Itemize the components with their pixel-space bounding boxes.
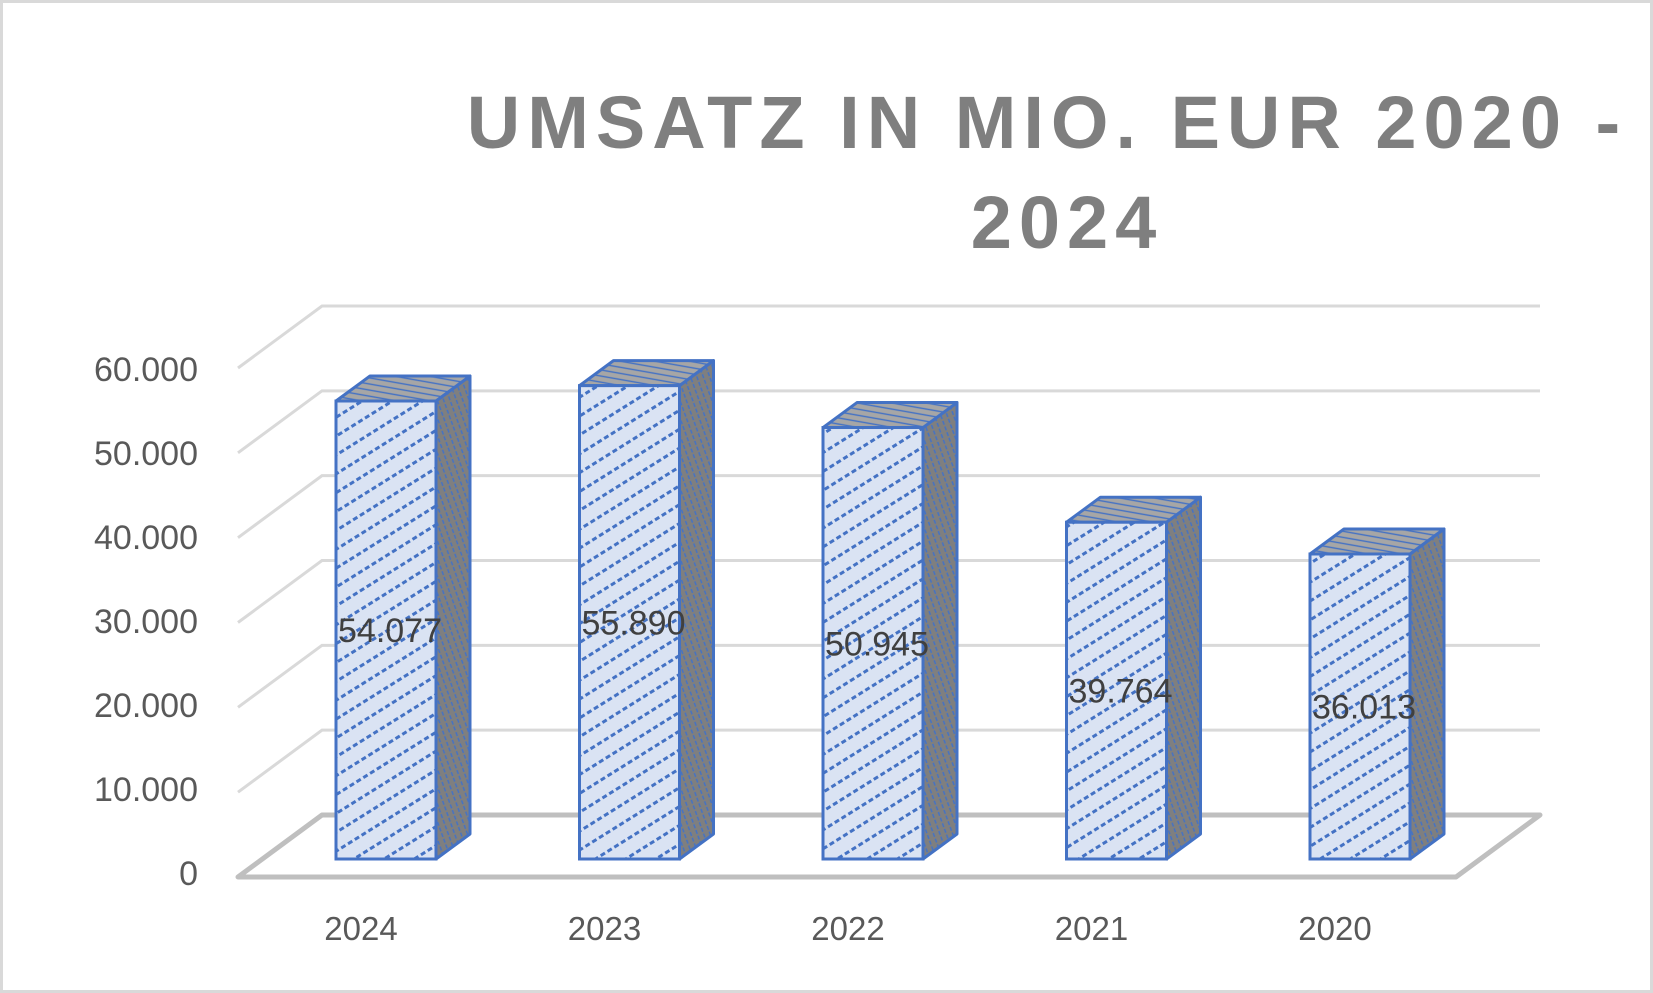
y-tick-label: 30.000 bbox=[94, 603, 198, 641]
bar-front-face bbox=[821, 426, 925, 861]
y-tick-label: 0 bbox=[179, 855, 198, 893]
data-label: 39.764 bbox=[1069, 673, 1173, 711]
chart-floor bbox=[235, 812, 1543, 880]
y-tick-label: 50.000 bbox=[94, 435, 198, 473]
bar-2022[interactable]: 50.945 bbox=[821, 401, 959, 861]
x-category-label: 2024 bbox=[324, 910, 397, 947]
bar-2023[interactable]: 55.890 bbox=[578, 359, 715, 861]
bar-2020[interactable]: 36.013 bbox=[1308, 527, 1446, 861]
chart-title-line-2: 2024 bbox=[971, 181, 1164, 264]
x-category-label: 2023 bbox=[568, 910, 641, 947]
x-category-label: 2021 bbox=[1055, 910, 1128, 947]
data-label: 36.013 bbox=[1312, 688, 1416, 726]
chart-title-line-1: UMSATZ IN MIO. EUR 2020 - bbox=[467, 81, 1627, 164]
bar-2024[interactable]: 54.077 bbox=[334, 374, 472, 861]
bars: 54.077 55.890 50.945 39.764 36.013 bbox=[334, 359, 1446, 861]
floor-outline bbox=[235, 812, 1543, 880]
data-label: 50.945 bbox=[825, 625, 929, 663]
x-category-label: 2022 bbox=[811, 910, 884, 947]
y-axis-ticks: 0 10.000 20.000 30.000 40.000 50.000 60.000 bbox=[94, 351, 198, 893]
y-tick-label: 40.000 bbox=[94, 519, 198, 557]
bar-front-face bbox=[1308, 552, 1412, 861]
gridline bbox=[237, 389, 1540, 455]
x-axis-categories: 2024 2023 2022 2021 2020 bbox=[324, 910, 1371, 947]
bar-front-face bbox=[334, 399, 438, 861]
bar-2021[interactable]: 39.764 bbox=[1065, 495, 1202, 861]
gridline bbox=[237, 474, 1540, 539]
bar-front-face bbox=[1065, 520, 1168, 861]
y-tick-label: 10.000 bbox=[94, 771, 198, 809]
data-label: 55.890 bbox=[582, 604, 686, 642]
y-tick-label: 20.000 bbox=[94, 687, 198, 725]
gridline bbox=[237, 304, 1540, 370]
bar-front-face bbox=[578, 384, 681, 861]
y-tick-label: 60.000 bbox=[94, 351, 198, 389]
data-label: 54.077 bbox=[338, 612, 442, 650]
x-category-label: 2020 bbox=[1298, 910, 1371, 947]
